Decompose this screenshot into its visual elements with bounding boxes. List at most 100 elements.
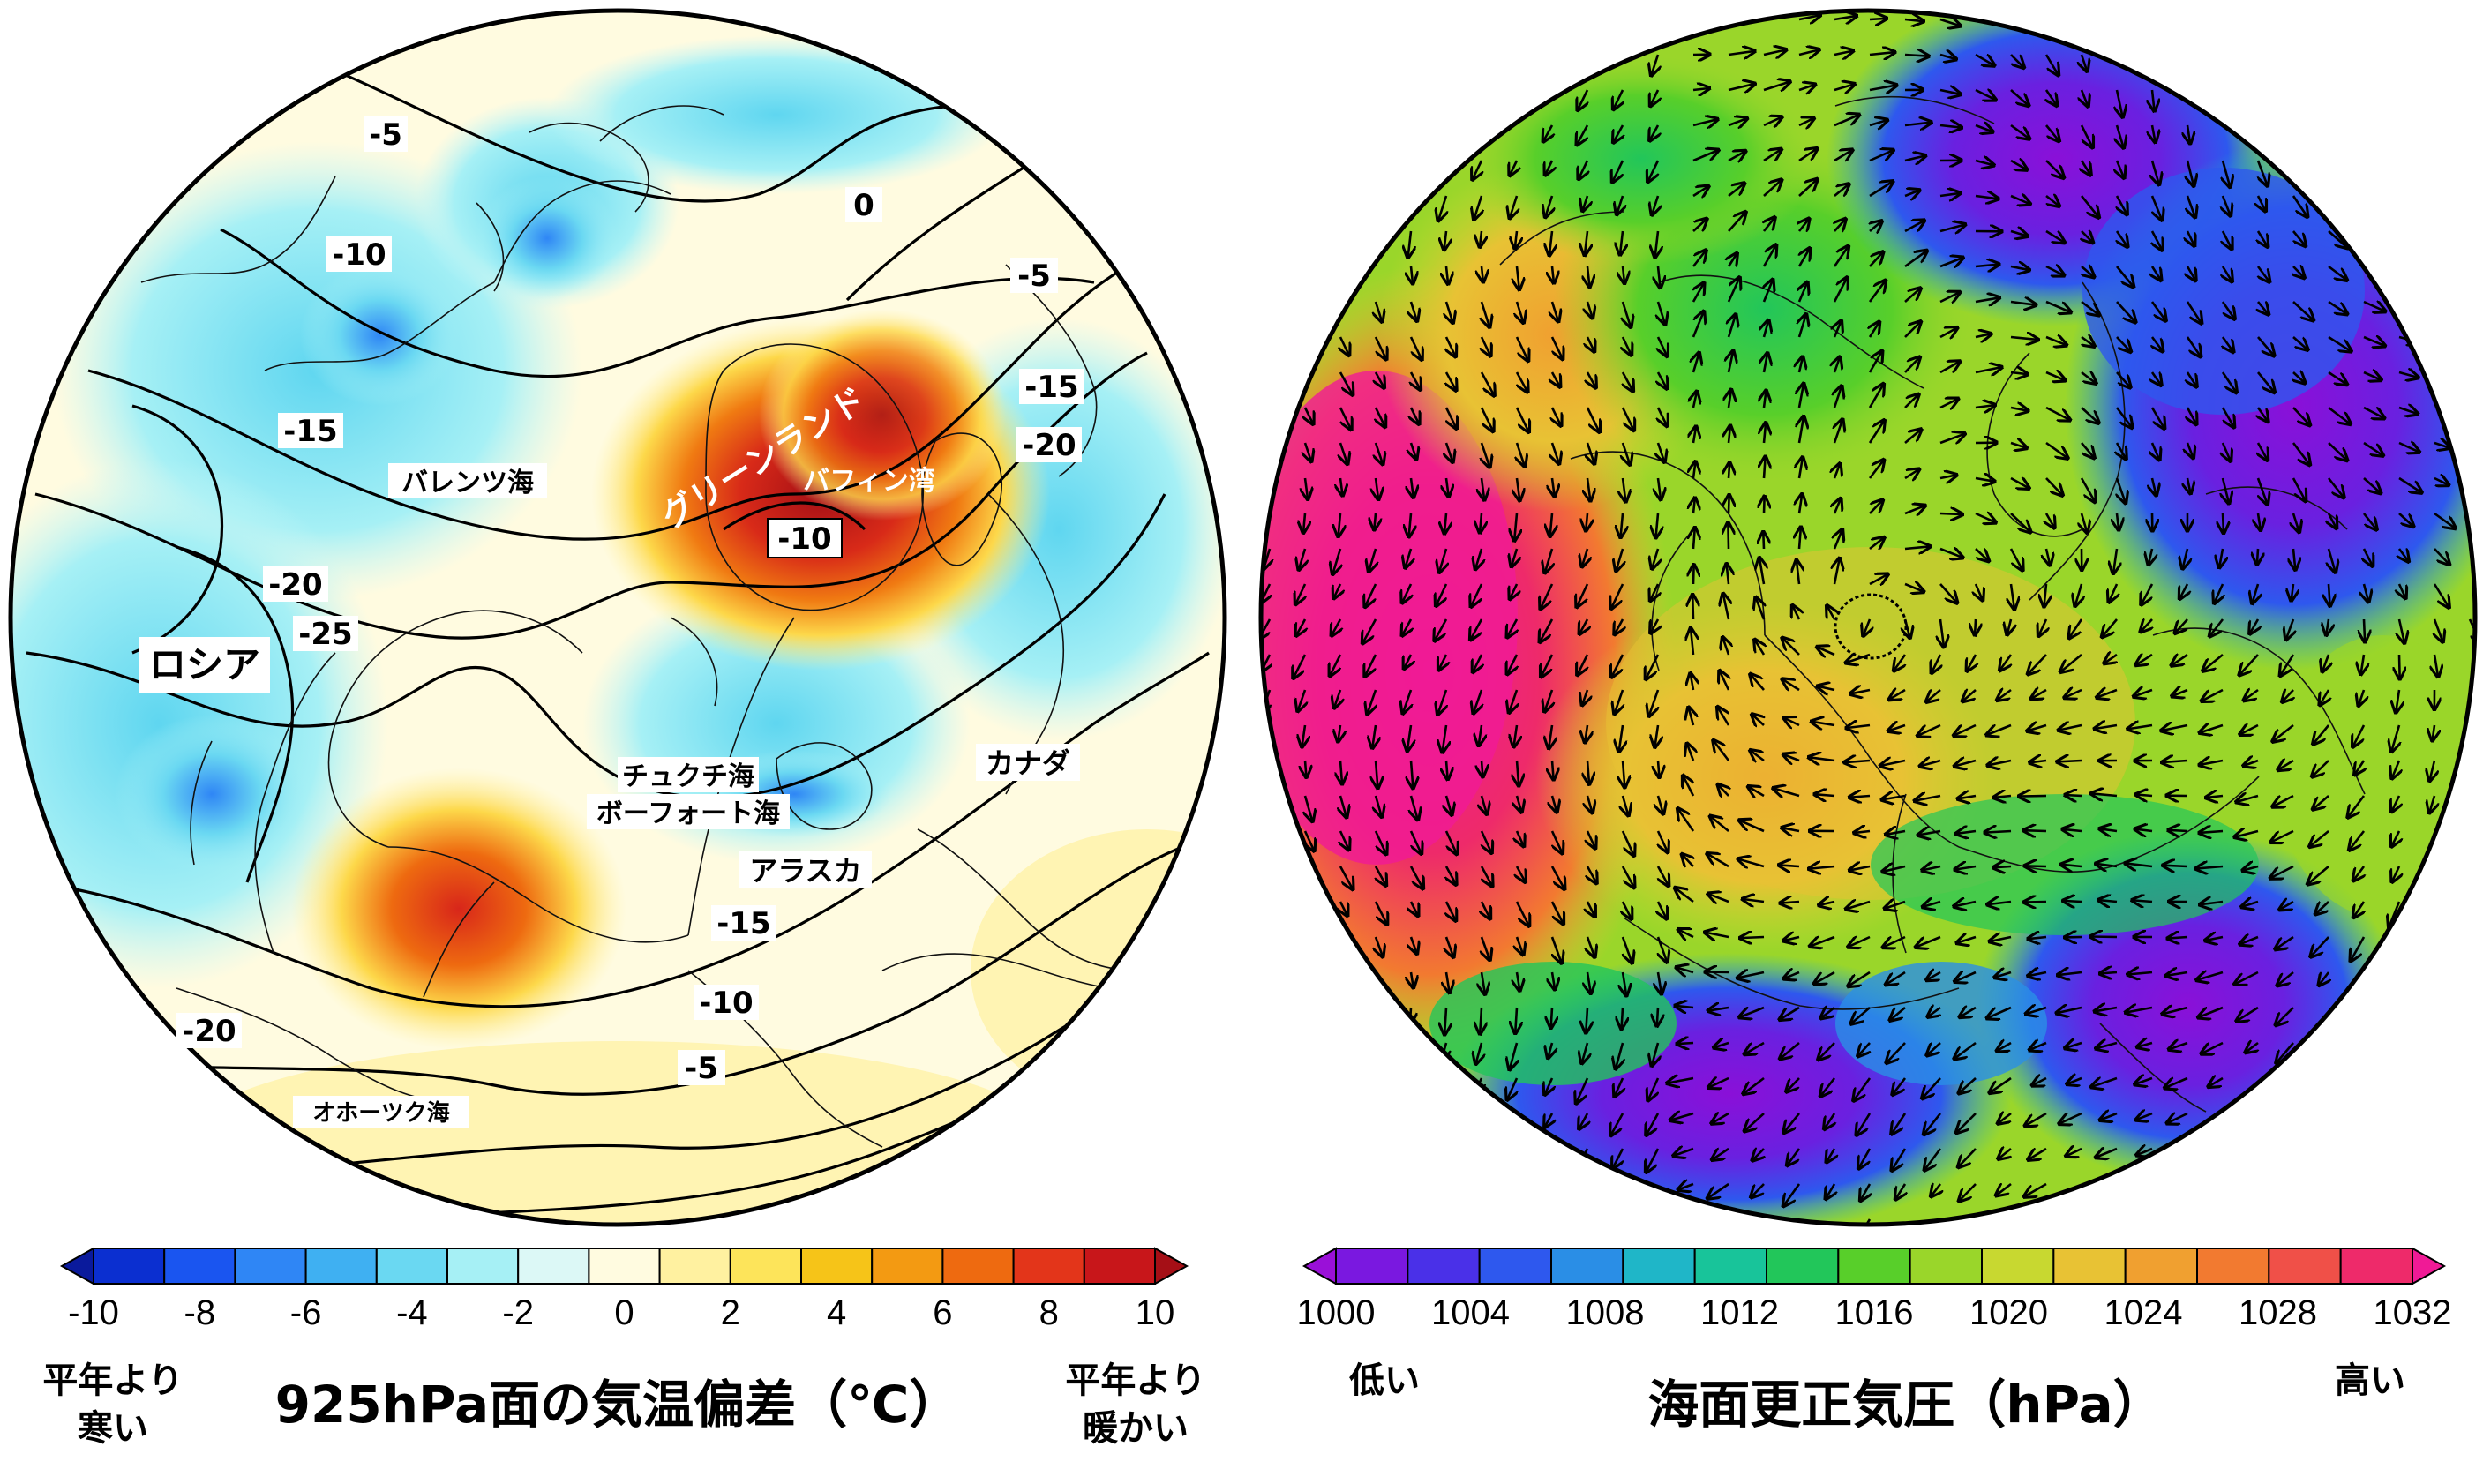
pressure-colorbar-tick-label: 1008 (1566, 1293, 1645, 1332)
wind-vector (1987, 761, 2012, 766)
wind-vector (1834, 356, 1840, 373)
wind-vector (1692, 311, 1704, 338)
wind-vector (2082, 160, 2091, 176)
wind-vector (1646, 1113, 1660, 1135)
wind-vector (1623, 371, 1633, 392)
wind-vector (1587, 830, 1595, 849)
left-title: 925hPa面の気温偏差（℃） (275, 1375, 961, 1435)
wind-vector (1334, 689, 1340, 708)
wind-vector (1707, 853, 1729, 868)
wind-vector (1764, 320, 1768, 338)
wind-vector (1799, 383, 1804, 408)
wind-vector (2045, 406, 2070, 420)
wind-vector (1367, 689, 1376, 715)
wind-vector (1833, 277, 1848, 303)
wind-vector (1713, 740, 1730, 761)
wind-vector (1883, 935, 1906, 948)
svg-text:-20: -20 (182, 1014, 236, 1049)
wind-vector (1763, 179, 1782, 197)
wind-vector (1846, 725, 1871, 728)
wind-vector (1814, 971, 1835, 984)
wind-vector (2136, 1043, 2153, 1047)
wind-vector (2010, 89, 2029, 106)
wind-vector (1764, 353, 1767, 373)
wind-vector (2187, 371, 2197, 387)
wind-vector (1409, 830, 1422, 854)
wind-vector (1517, 760, 1519, 786)
temperature-colorbar-tick-label: -2 (502, 1293, 534, 1332)
wind-vector (2028, 937, 2047, 939)
contour-label: -20 (1016, 427, 1082, 463)
wind-vector (2010, 408, 2029, 411)
wind-vector (1470, 618, 1483, 641)
wind-vector (1693, 565, 1694, 585)
temperature-colorbar-tick-label: -10 (68, 1293, 119, 1332)
wind-vector (1993, 796, 2012, 798)
wind-vector (1620, 513, 1623, 537)
wind-vector (1729, 314, 1736, 338)
wind-vector (2223, 266, 2232, 282)
wind-vector (1623, 477, 1626, 502)
wind-vector (1986, 725, 2012, 735)
wind-vector (1614, 689, 1623, 714)
contour-label: -5 (364, 116, 408, 153)
wind-vector (1651, 54, 1658, 76)
wind-vector (2011, 583, 2014, 610)
wind-vector (1764, 456, 1766, 479)
wind-vector (1545, 548, 1552, 573)
wind-vector (1904, 190, 1920, 196)
wind-vector (2187, 124, 2190, 144)
wind-vector (1718, 784, 1729, 796)
temperature-colorbar-tick-label: -4 (396, 1293, 428, 1332)
wind-vector (1303, 513, 1305, 533)
wind-vector (1374, 513, 1376, 530)
wind-vector (1550, 866, 1564, 889)
contour-label: -20 (176, 1013, 242, 1049)
wind-vector (1376, 866, 1386, 886)
wind-vector (1517, 266, 1519, 290)
wind-vector (2045, 196, 2059, 206)
wind-vector (1904, 394, 1919, 408)
wind-vector (1975, 334, 1992, 337)
svg-text:ロシア: ロシア (149, 643, 260, 686)
wind-vector (1621, 830, 1634, 856)
wind-vector (1480, 513, 1482, 533)
wind-vector (1687, 743, 1693, 761)
wind-vector (2102, 618, 2118, 637)
wind-vector (1587, 795, 1593, 813)
wind-vector (1939, 19, 1961, 26)
wind-vector (1479, 724, 1482, 746)
warm-note-line2: 暖かい (1083, 1408, 1189, 1449)
wind-vector (1362, 618, 1377, 643)
wind-vector (1799, 457, 1803, 479)
wind-vector (1707, 1182, 1729, 1199)
wind-vector (1854, 831, 1871, 833)
wind-vector (2098, 900, 2118, 902)
wind-vector (2182, 548, 2187, 569)
wind-vector (1446, 936, 1453, 957)
wind-vector (2326, 618, 2329, 635)
wind-vectors (1261, 15, 2475, 1225)
wind-vector (1474, 195, 1482, 220)
wind-vector (1586, 1007, 1587, 1033)
wind-vector (1904, 506, 1925, 513)
wind-vector (1889, 1007, 1906, 1021)
wind-vector (2328, 406, 2351, 424)
wind-vector (1544, 689, 1552, 712)
wind-vector (1939, 475, 1957, 478)
wind-vector (1403, 689, 1411, 714)
wind-vector (1482, 477, 1484, 500)
wind-vector (1652, 1042, 1658, 1066)
left-caption: 平年より 寒い 925hPa面の気温偏差（℃） 平年より 暖かい (42, 1360, 1205, 1449)
wind-vector (2276, 1007, 2294, 1025)
temperature-colorbar-swatch (446, 1248, 520, 1285)
wind-vector (1582, 548, 1587, 567)
wind-vector (1798, 179, 1818, 197)
wind-vector (1993, 866, 2012, 867)
wind-vector (2080, 124, 2093, 148)
wind-vector (1975, 513, 1996, 522)
wind-vector (2236, 796, 2259, 802)
wind-vector (1869, 150, 1894, 162)
wind-vector (1507, 654, 1517, 674)
wind-vector (1809, 866, 1835, 869)
